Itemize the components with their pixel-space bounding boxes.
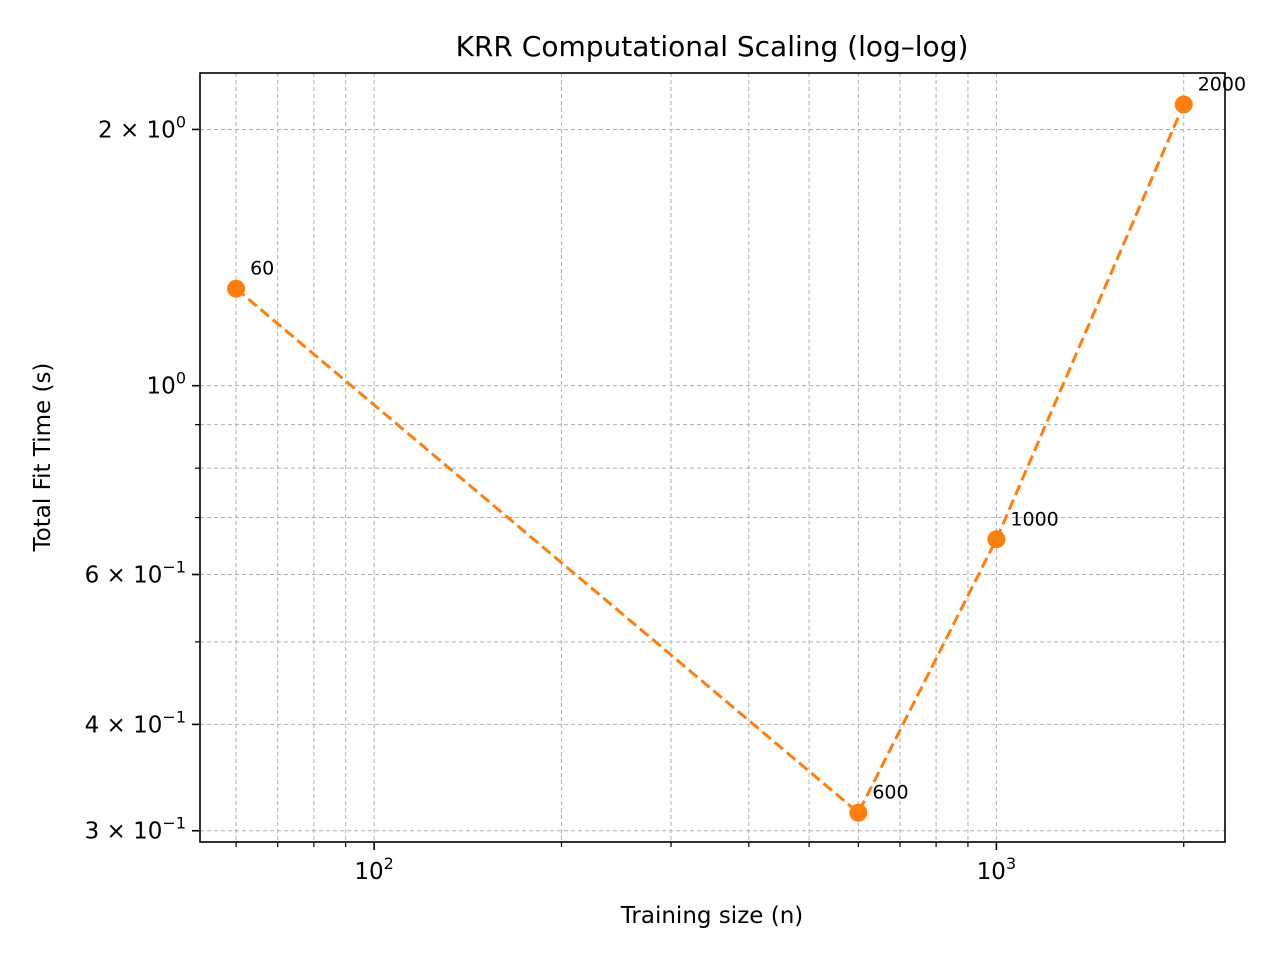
series: 60 600 1000 2000 — [227, 73, 1246, 822]
data-point — [849, 803, 868, 822]
y-tick-label: 6 × 10−1 — [85, 558, 186, 589]
point-label: 2000 — [1198, 73, 1246, 95]
y-tick-label: 3 × 10−1 — [85, 814, 186, 845]
y-axis-label: Total Fit Time (s) — [30, 363, 56, 553]
x-tick-label: 102 — [354, 854, 393, 885]
chart-title: KRR Computational Scaling (log–log) — [456, 30, 969, 63]
point-label: 60 — [250, 258, 274, 280]
data-point — [987, 530, 1006, 549]
series-line — [235, 103, 1186, 816]
y-tick-label: 2 × 100 — [98, 112, 186, 143]
point-label: 1000 — [1010, 508, 1058, 530]
axis-ticks: 102 103 3 × 10−1 4 × 10−1 6 × 10−1 100 2 × 100 — [85, 112, 1185, 885]
y-tick-label: 4 × 10−1 — [85, 707, 186, 738]
plot-frame — [199, 72, 1226, 843]
point-label: 600 — [872, 782, 908, 804]
data-point — [1174, 95, 1193, 114]
data-point — [227, 279, 246, 298]
y-tick-label: 100 — [147, 369, 186, 400]
x-axis-label: Training size (n) — [620, 903, 804, 929]
x-tick-label: 103 — [977, 854, 1016, 885]
grid — [200, 73, 1225, 842]
